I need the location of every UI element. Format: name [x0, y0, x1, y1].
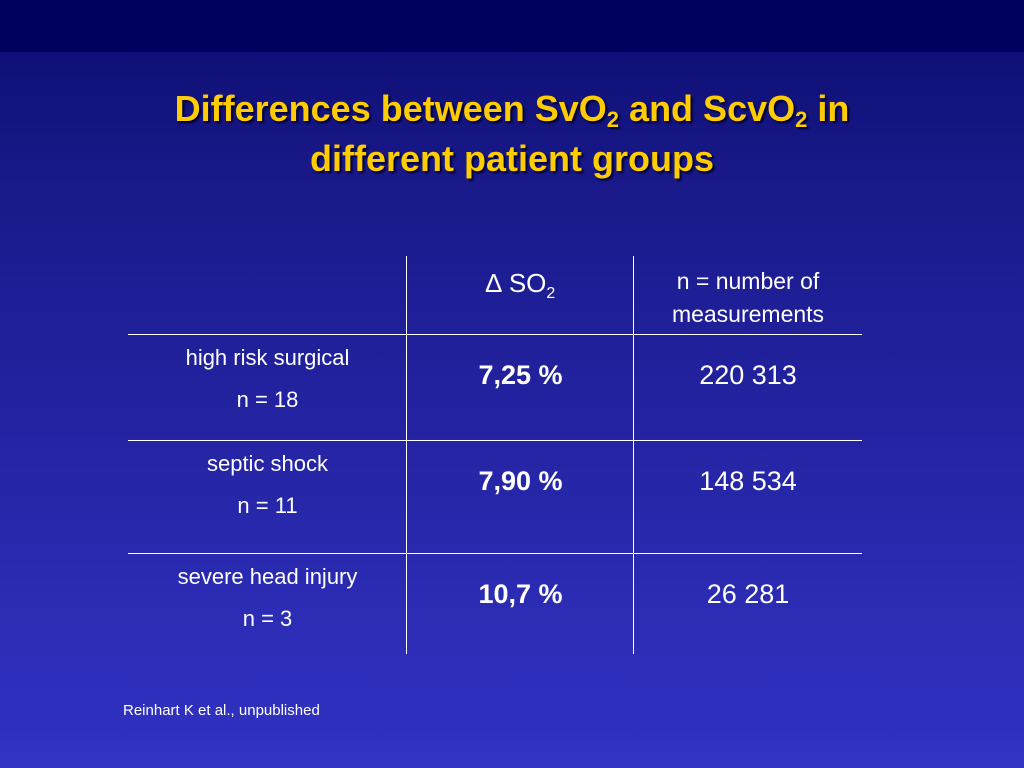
title-subscript: 2 — [795, 107, 808, 132]
row-line — [128, 553, 862, 554]
title-text: in — [807, 88, 850, 129]
row-label: septic shock n = 11 — [128, 443, 407, 527]
measurement-count: 26 281 — [706, 579, 790, 609]
delta-value: 10,7 % — [478, 579, 563, 609]
title-text: different patient groups — [310, 138, 714, 179]
delta-value: 7,25 % — [478, 360, 563, 390]
row-label-line: n = 11 — [237, 493, 298, 518]
header-cell: n = number of measurements — [634, 265, 862, 331]
title-subscript: 2 — [606, 107, 620, 132]
column-line — [633, 256, 634, 654]
row-label: severe head injury n = 3 — [128, 556, 407, 640]
row-line — [128, 334, 862, 335]
header-cell: ∆ SO2 — [407, 268, 634, 303]
top-band — [0, 0, 1024, 52]
title-text: Differences between SvO — [174, 88, 607, 129]
header-text: measurements — [671, 301, 825, 327]
row-label-line: n = 3 — [242, 606, 293, 631]
row-label-line: n = 18 — [236, 387, 299, 412]
row-line — [128, 440, 862, 441]
row-label: high risk surgical n = 18 — [128, 337, 407, 421]
header-subscript: 2 — [546, 285, 556, 303]
title-text: and ScvO — [619, 88, 796, 129]
measurement-count: 220 313 — [699, 360, 797, 390]
measurement-count: 148 534 — [699, 466, 797, 496]
column-line — [406, 256, 407, 654]
delta-value: 7,90 % — [478, 466, 563, 496]
footnote: Reinhart K et al., unpublished — [123, 702, 320, 719]
slide-title: Differences between SvO2 and ScvO2 in dif… — [0, 84, 1024, 184]
header-text: ∆ SO — [485, 268, 547, 298]
row-label-line: severe head injury — [177, 564, 358, 589]
row-label-line: septic shock — [206, 451, 329, 476]
header-text: n = number of — [676, 268, 820, 294]
row-label-line: high risk surgical — [185, 345, 350, 370]
